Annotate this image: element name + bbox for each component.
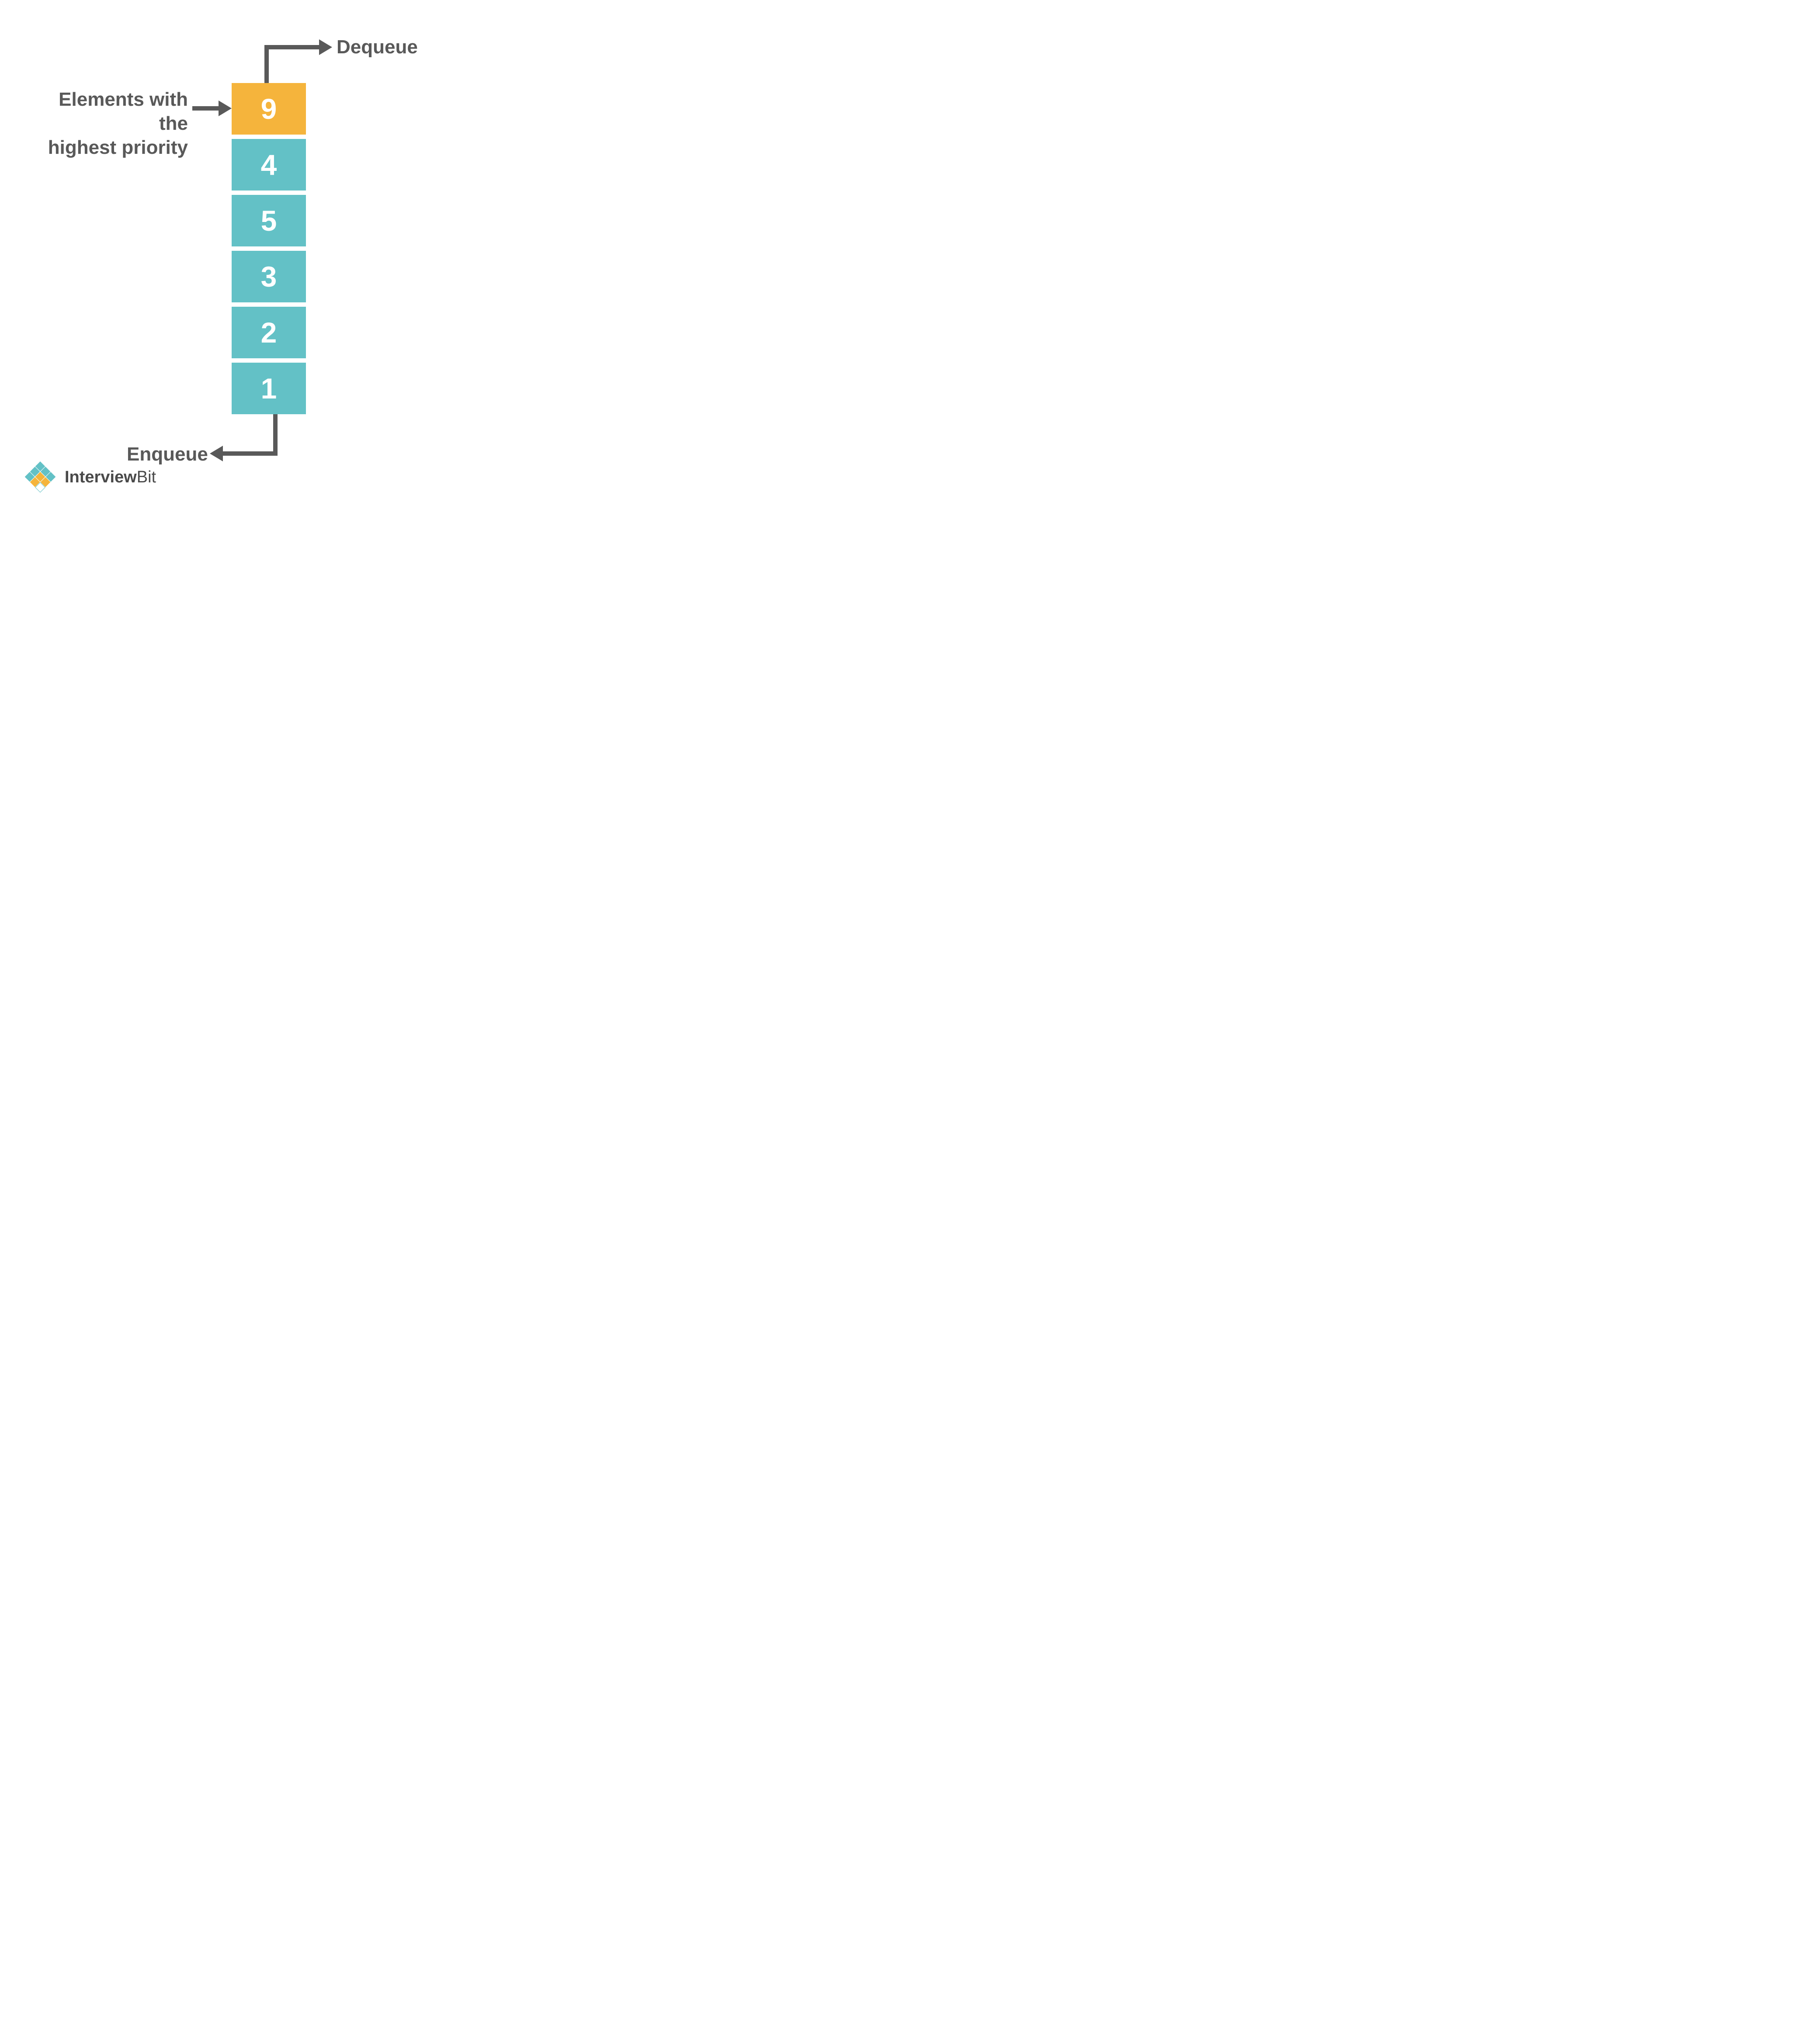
queue-cell-value: 4 (261, 148, 277, 181)
logo-text-bold: Interview (65, 468, 137, 486)
queue-cell-value: 2 (261, 316, 277, 349)
priority-label: Elements with the highest priority (26, 87, 188, 159)
queue-cell-0: 9 (232, 83, 306, 135)
queue-cell-value: 1 (261, 372, 277, 405)
queue-cell-1: 4 (232, 139, 306, 191)
priority-arrow-icon (192, 100, 232, 118)
diagram-canvas: Dequeue Elements with the highest priori… (0, 0, 449, 511)
priority-label-line2: highest priority (48, 137, 188, 158)
dequeue-arrow-icon (262, 39, 332, 87)
queue-cell-value: 5 (261, 204, 277, 237)
queue-cell-5: 1 (232, 363, 306, 414)
queue-cell-3: 3 (232, 251, 306, 302)
priority-label-line1: Elements with the (59, 89, 188, 134)
dequeue-label: Dequeue (337, 35, 418, 59)
logo-text: InterviewBit (65, 468, 156, 487)
queue-cell-4: 2 (232, 307, 306, 358)
queue-cell-2: 5 (232, 195, 306, 246)
logo-icon (22, 459, 59, 495)
queue-cell-value: 3 (261, 260, 277, 293)
enqueue-arrow-icon (205, 414, 280, 462)
queue-cell-value: 9 (261, 92, 277, 125)
logo-text-light: Bit (137, 468, 156, 486)
logo: InterviewBit (22, 459, 156, 495)
